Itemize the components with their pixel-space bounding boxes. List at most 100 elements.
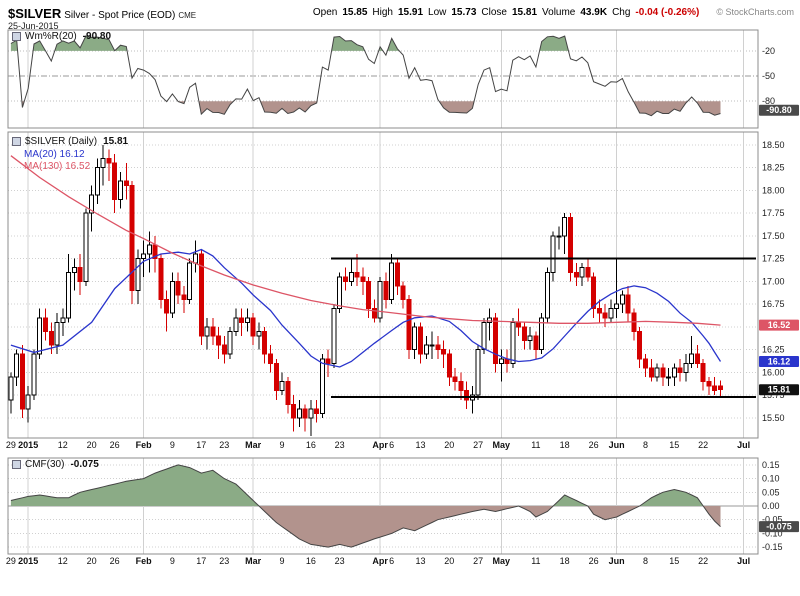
x-tick-label: 9 bbox=[279, 556, 285, 566]
x-tick-label: 9 bbox=[169, 556, 175, 566]
x-tick-label: 17 bbox=[196, 556, 207, 566]
low-value: 15.73 bbox=[451, 7, 477, 18]
x-tick-label: Mar bbox=[245, 440, 262, 450]
x-tick-label: 15 bbox=[669, 556, 680, 566]
x-tick-label: Apr bbox=[372, 440, 388, 450]
volume-value: 43.9K bbox=[580, 7, 608, 18]
svg-text:0.00: 0.00 bbox=[762, 501, 780, 511]
x-tick-label: May bbox=[492, 556, 511, 566]
indicator-chart-icon bbox=[12, 32, 21, 41]
svg-text:15.50: 15.50 bbox=[762, 413, 785, 423]
indicator-chart-icon bbox=[12, 460, 21, 469]
svg-text:-0.15: -0.15 bbox=[762, 542, 783, 552]
svg-text:17.75: 17.75 bbox=[762, 208, 785, 218]
svg-text:-80: -80 bbox=[762, 96, 775, 106]
x-tick-label: 13 bbox=[415, 440, 426, 450]
x-tick-label: 20 bbox=[86, 556, 97, 566]
volume-label: Volume bbox=[542, 7, 576, 18]
x-tick-label: Jun bbox=[608, 556, 625, 566]
x-tick-label: 16 bbox=[305, 556, 316, 566]
right-axis: 18.50 18.25 18.00 17.75 17.50 17.25 17.00 16.75… bbox=[759, 46, 799, 552]
x-tick-label: 2015 bbox=[18, 556, 39, 566]
svg-text:18.50: 18.50 bbox=[762, 140, 785, 150]
open-label: Open bbox=[312, 7, 338, 18]
svg-text:16.00: 16.00 bbox=[762, 367, 785, 377]
x-axis-labels-cmf: 29 2015 12 20 26 Feb 9 17 23 Mar 9 16 23 Apr 6 13 20 27 Ma… bbox=[0, 556, 800, 568]
panel-borders bbox=[7, 29, 759, 555]
cmf-name: CMF(30) bbox=[25, 459, 65, 470]
svg-text:-20: -20 bbox=[762, 46, 775, 56]
x-tick-label: 18 bbox=[559, 556, 570, 566]
svg-text:18.25: 18.25 bbox=[762, 163, 785, 173]
cmf-value: -0.075 bbox=[70, 459, 99, 470]
x-tick-label: 9 bbox=[279, 440, 285, 450]
x-tick-label: 26 bbox=[109, 556, 120, 566]
x-tick-label: Mar bbox=[245, 556, 262, 566]
svg-text:-0.075: -0.075 bbox=[766, 522, 792, 532]
svg-text:17.25: 17.25 bbox=[762, 254, 785, 264]
open-value: 15.85 bbox=[342, 7, 368, 18]
symbol-description: Silver - Spot Price (EOD) bbox=[64, 10, 176, 21]
ma130-line bbox=[10, 155, 721, 326]
x-tick-label: 17 bbox=[196, 440, 207, 450]
copyright: © StockCharts.com bbox=[716, 7, 794, 17]
x-tick-label: 27 bbox=[473, 440, 484, 450]
svg-text:18.00: 18.00 bbox=[762, 185, 785, 195]
svg-text:16.12: 16.12 bbox=[768, 357, 791, 367]
x-tick-label: May bbox=[492, 440, 511, 450]
svg-text:-0.10: -0.10 bbox=[762, 528, 783, 538]
x-tick-label: Jun bbox=[608, 440, 625, 450]
x-tick-label: Apr bbox=[372, 556, 388, 566]
x-tick-label: 23 bbox=[219, 556, 230, 566]
main-legend-title: $SILVER (Daily) 15.81 bbox=[12, 136, 128, 147]
high-value: 15.91 bbox=[397, 7, 424, 18]
close-value: 15.81 bbox=[511, 7, 538, 18]
x-tick-label: 9 bbox=[169, 440, 175, 450]
x-tick-label: 11 bbox=[531, 556, 541, 566]
main-last-value: 15.81 bbox=[103, 136, 129, 147]
wmr-panel-label: Wm%R(20) -90.80 bbox=[12, 31, 111, 42]
x-tick-label: 6 bbox=[389, 556, 395, 566]
x-tick-label: 15 bbox=[669, 440, 680, 450]
svg-text:-90.80: -90.80 bbox=[766, 105, 792, 115]
x-tick-label: 23 bbox=[219, 440, 230, 450]
x-tick-label: Jul bbox=[737, 556, 751, 566]
svg-text:0.10: 0.10 bbox=[762, 474, 780, 484]
x-tick-label: Feb bbox=[135, 440, 152, 450]
svg-text:16.75: 16.75 bbox=[762, 299, 785, 309]
x-tick-label: 6 bbox=[389, 440, 395, 450]
x-tick-label: 20 bbox=[444, 440, 455, 450]
chg-value: -0.04 (-0.26%) bbox=[635, 7, 700, 18]
x-tick-label: 26 bbox=[588, 440, 599, 450]
x-tick-label: 23 bbox=[334, 556, 345, 566]
high-label: High bbox=[372, 7, 393, 18]
x-tick-label: 8 bbox=[642, 556, 649, 566]
wmr-value: -90.80 bbox=[82, 31, 112, 42]
x-tick-label: 22 bbox=[698, 556, 709, 566]
x-tick-label: 26 bbox=[109, 440, 120, 450]
x-tick-label: 27 bbox=[473, 556, 484, 566]
wmr-name: Wm%R(20) bbox=[25, 31, 77, 42]
svg-text:17.50: 17.50 bbox=[762, 231, 785, 241]
x-tick-label: 11 bbox=[531, 440, 541, 450]
cmf-series bbox=[10, 464, 721, 548]
x-tick-label: Jul bbox=[737, 440, 751, 450]
chg-label: Chg bbox=[612, 7, 631, 18]
low-label: Low bbox=[428, 7, 447, 18]
x-tick-label: 20 bbox=[444, 556, 455, 566]
svg-text:17.00: 17.00 bbox=[762, 276, 785, 286]
x-tick-label: 20 bbox=[86, 440, 97, 450]
x-tick-label: 22 bbox=[698, 440, 709, 450]
x-axis-labels-main: 29 2015 12 20 26 Feb 9 17 23 Mar 9 16 23 Apr 6 13 20 27 Ma… bbox=[0, 440, 800, 452]
legend-ma130: MA(130) 16.52 bbox=[24, 161, 91, 172]
legend-ma20: MA(20) 16.12 bbox=[24, 149, 85, 160]
indicator-chart-icon bbox=[12, 137, 21, 146]
svg-text:16.25: 16.25 bbox=[762, 345, 785, 355]
svg-text:-50: -50 bbox=[762, 71, 775, 81]
quote-strip: Open 15.85 High 15.91 Low 15.73 Close 15… bbox=[313, 7, 794, 18]
svg-text:0.15: 0.15 bbox=[762, 460, 780, 470]
x-tick-label: 18 bbox=[559, 440, 570, 450]
exchange: CME bbox=[178, 11, 197, 20]
x-tick-label: 13 bbox=[415, 556, 426, 566]
